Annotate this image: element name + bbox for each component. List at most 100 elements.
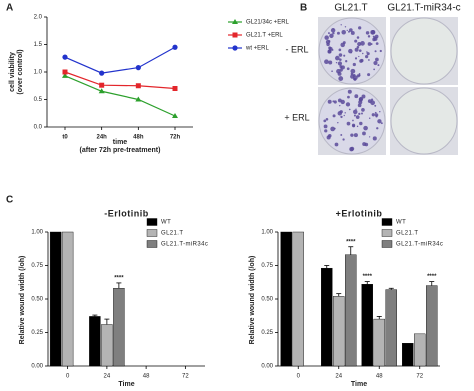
y-axis-label: cell viability xyxy=(9,52,16,92)
colony xyxy=(324,35,329,40)
legend-label: GL21/34c +ERL xyxy=(246,20,290,26)
colony xyxy=(344,26,347,28)
legend-swatch xyxy=(381,229,393,237)
colony xyxy=(327,49,332,54)
y-tick-label: 0.50 xyxy=(31,297,43,303)
colony xyxy=(346,29,348,32)
bar xyxy=(402,343,414,367)
colony xyxy=(373,36,378,41)
colony xyxy=(379,49,382,53)
colony xyxy=(338,76,344,81)
y-tick-label: 0.25 xyxy=(261,330,273,336)
y-tick-label: 1.5 xyxy=(34,42,43,48)
y-tick-label: 0.75 xyxy=(31,263,43,269)
plate xyxy=(390,17,458,85)
x-tick-label: 24 xyxy=(104,374,111,380)
colony xyxy=(346,121,351,126)
legend-label: wt +ERL xyxy=(245,46,270,52)
row-header: + ERL xyxy=(284,112,309,122)
bar xyxy=(373,318,385,367)
significance-label: **** xyxy=(363,274,373,280)
plate xyxy=(390,87,458,155)
bar xyxy=(321,267,333,367)
colony xyxy=(380,122,383,125)
x-tick-label: 24h xyxy=(96,135,107,141)
legend-label: WT xyxy=(161,220,171,226)
colony xyxy=(358,96,364,102)
marker xyxy=(99,82,105,88)
colony xyxy=(347,95,350,99)
bar xyxy=(426,285,438,367)
y-tick-label: 0.75 xyxy=(261,263,273,269)
y-tick-label: 0.5 xyxy=(34,97,43,103)
colony xyxy=(332,32,335,35)
colony xyxy=(332,114,336,118)
colony xyxy=(368,59,370,61)
y-tick-label: 0.25 xyxy=(31,330,43,336)
error-bar xyxy=(104,318,110,325)
colony xyxy=(353,133,358,138)
colony xyxy=(343,54,346,57)
colony xyxy=(354,47,359,52)
marker xyxy=(172,44,178,50)
legend-swatch xyxy=(146,218,158,226)
colony xyxy=(362,131,366,136)
x-tick-label: 24 xyxy=(335,374,342,380)
colony xyxy=(361,108,365,112)
error-bar xyxy=(336,293,342,297)
legend-label: GL21.T-miR34c xyxy=(161,242,208,248)
colony xyxy=(358,55,360,58)
colony xyxy=(338,48,342,52)
y-tick-label: 2.0 xyxy=(34,15,43,21)
legend-swatch xyxy=(381,240,393,248)
error-bar xyxy=(92,314,98,317)
colony xyxy=(374,50,377,53)
bar xyxy=(345,254,357,367)
x-tick-label: 48h xyxy=(133,135,144,141)
y-tick-label: 1.00 xyxy=(31,230,43,236)
colony xyxy=(370,43,373,45)
x-tick-label: 0 xyxy=(297,374,301,380)
colony xyxy=(328,32,330,35)
colony xyxy=(343,114,345,117)
plate xyxy=(318,87,386,155)
colony xyxy=(335,61,338,64)
colony xyxy=(331,70,333,73)
marker xyxy=(172,113,178,118)
x-tick-label: 72h xyxy=(170,135,181,141)
colony xyxy=(353,114,356,117)
colony xyxy=(342,138,345,141)
legend-swatch xyxy=(381,218,393,226)
colony xyxy=(324,129,328,133)
colony xyxy=(328,40,331,43)
colony xyxy=(352,62,356,67)
colony xyxy=(358,26,362,30)
colony xyxy=(369,136,371,138)
error-bar xyxy=(324,265,330,269)
marker xyxy=(135,96,142,102)
colony xyxy=(340,115,343,119)
colony xyxy=(373,60,378,66)
colony xyxy=(350,68,356,74)
marker xyxy=(98,88,105,94)
bar xyxy=(49,231,62,367)
legend-swatch xyxy=(146,229,158,237)
colony xyxy=(347,89,352,94)
legend-marker xyxy=(232,45,238,51)
colony xyxy=(365,31,370,35)
x-tick-label: 72 xyxy=(416,374,423,380)
colony xyxy=(371,113,375,117)
y-axis-label: Relative wound width (/oh) xyxy=(19,256,26,345)
y-axis-label: (over control) xyxy=(17,49,24,94)
colony xyxy=(352,119,354,122)
colony xyxy=(354,57,358,60)
colony xyxy=(353,75,358,81)
error-bar xyxy=(376,316,382,320)
y-tick-label: 1.00 xyxy=(261,230,273,236)
colony xyxy=(355,108,357,110)
colony xyxy=(330,126,335,132)
colony xyxy=(354,39,358,43)
x-tick-label: 72 xyxy=(182,374,189,380)
panel-label: A xyxy=(6,3,13,14)
colony xyxy=(377,119,382,124)
